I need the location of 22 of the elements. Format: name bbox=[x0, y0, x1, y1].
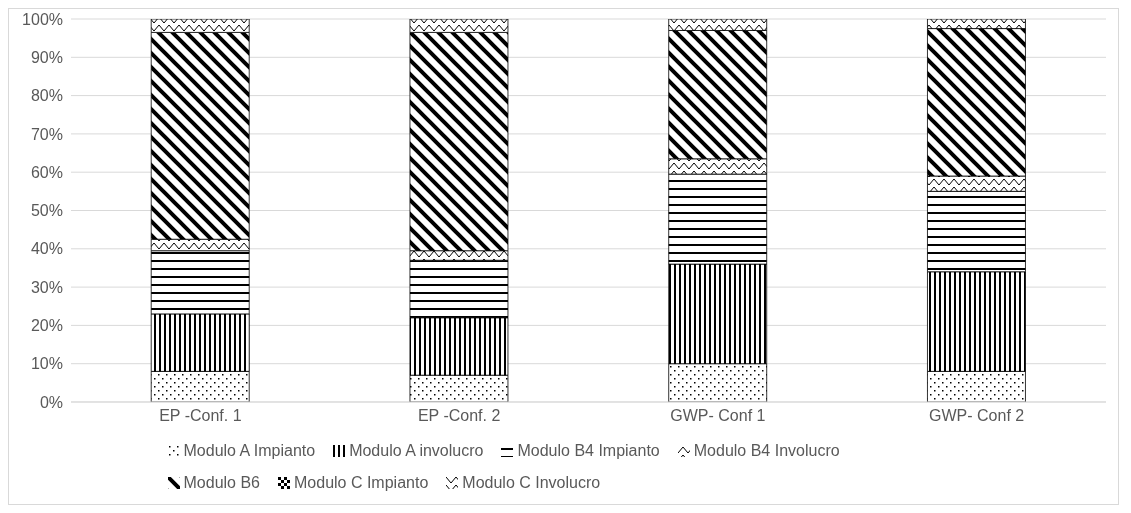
legend-label: Modulo C Impianto bbox=[294, 474, 429, 492]
legend-label: Modulo B4 Impianto bbox=[517, 442, 660, 460]
legend-label: Modulo C Involucro bbox=[462, 474, 601, 492]
y-tick-label: 20% bbox=[30, 317, 63, 335]
y-tick-label: 70% bbox=[30, 125, 63, 143]
y-tick-label: 60% bbox=[30, 163, 63, 181]
y-tick-label: 80% bbox=[30, 87, 63, 105]
y-tick-label: 100% bbox=[22, 10, 63, 28]
legend-label: Modulo B6 bbox=[183, 474, 260, 492]
x-tick-label: EP -Conf. 2 bbox=[417, 407, 501, 425]
y-tick-label: 0% bbox=[39, 393, 63, 411]
legend-label: Modulo A involucro bbox=[349, 442, 484, 460]
x-tick-label: EP -Conf. 1 bbox=[159, 407, 242, 425]
y-tick-label: 10% bbox=[30, 355, 63, 373]
legend-label: Modulo A Impianto bbox=[183, 442, 316, 460]
y-tick-label: 30% bbox=[30, 278, 63, 296]
legend-label: Modulo B4 Involucro bbox=[693, 442, 840, 460]
y-tick-label: 50% bbox=[30, 202, 63, 220]
x-tick-label: GWP- Conf 2 bbox=[929, 407, 1025, 425]
x-tick-label: GWP- Conf 1 bbox=[670, 407, 766, 425]
y-tick-label: 90% bbox=[30, 48, 63, 66]
y-tick-label: 40% bbox=[30, 240, 63, 258]
